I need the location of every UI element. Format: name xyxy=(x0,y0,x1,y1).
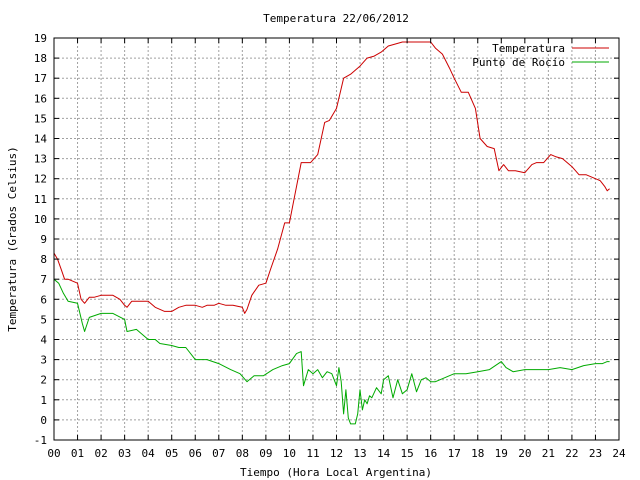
y-tick-label: 13 xyxy=(34,153,47,166)
x-tick-label: 20 xyxy=(518,447,531,460)
x-tick-label: 01 xyxy=(71,447,84,460)
x-tick-label: 04 xyxy=(142,447,156,460)
x-tick-label: 14 xyxy=(377,447,391,460)
y-tick-label: 14 xyxy=(34,133,48,146)
y-tick-label: 5 xyxy=(40,313,47,326)
y-tick-label: 17 xyxy=(34,72,47,85)
x-tick-label: 02 xyxy=(94,447,107,460)
x-tick-label: 16 xyxy=(424,447,437,460)
legend-label: Punto de Rocío xyxy=(472,56,565,69)
y-tick-label: 1 xyxy=(40,394,47,407)
x-tick-label: 11 xyxy=(306,447,319,460)
y-tick-label: 11 xyxy=(34,193,47,206)
y-tick-label: 3 xyxy=(40,354,47,367)
y-tick-label: -1 xyxy=(34,434,47,447)
y-tick-label: 18 xyxy=(34,52,47,65)
x-tick-label: 03 xyxy=(118,447,131,460)
x-tick-label: 06 xyxy=(189,447,202,460)
x-tick-label: 19 xyxy=(495,447,508,460)
x-tick-label: 18 xyxy=(471,447,484,460)
series-line-temperatura xyxy=(53,41,610,314)
grid xyxy=(54,38,619,440)
y-tick-label: 2 xyxy=(40,374,47,387)
axis-ticks: 00 01 02 03 04 05 06 07 08 09 10 11 12 13 14 15 16 17 18 19… xyxy=(34,32,626,460)
y-tick-label: 15 xyxy=(34,112,47,125)
x-tick-label: 05 xyxy=(165,447,178,460)
x-tick-label: 24 xyxy=(612,447,626,460)
x-tick-label: 15 xyxy=(401,447,414,460)
x-tick-label: 22 xyxy=(565,447,578,460)
x-tick-label: 23 xyxy=(589,447,602,460)
y-tick-label: 8 xyxy=(40,253,47,266)
x-tick-label: 00 xyxy=(47,447,60,460)
x-tick-label: 12 xyxy=(330,447,343,460)
x-tick-label: 21 xyxy=(542,447,555,460)
legend-label: Temperatura xyxy=(492,42,565,55)
x-tick-label: 10 xyxy=(283,447,296,460)
x-tick-label: 07 xyxy=(212,447,225,460)
y-tick-label: 19 xyxy=(34,32,47,45)
x-tick-label: 09 xyxy=(259,447,272,460)
series-lines xyxy=(53,41,610,425)
chart-title: Temperatura 22/06/2012 xyxy=(263,12,409,25)
x-tick-label: 17 xyxy=(448,447,461,460)
x-tick-label: 13 xyxy=(353,447,366,460)
x-axis-label: Tiempo (Hora Local Argentina) xyxy=(240,466,432,479)
y-tick-label: 6 xyxy=(40,293,47,306)
y-tick-label: 7 xyxy=(40,273,47,286)
y-tick-label: 4 xyxy=(40,334,47,347)
y-tick-label: 10 xyxy=(34,213,47,226)
y-axis-label: Temperatura (Grados Celsius) xyxy=(6,146,19,331)
x-tick-label: 08 xyxy=(236,447,249,460)
y-tick-label: 16 xyxy=(34,92,47,105)
y-tick-label: 0 xyxy=(40,414,47,427)
y-tick-label: 12 xyxy=(34,173,47,186)
series-line-punto-de-rocio xyxy=(53,278,610,425)
y-tick-label: 9 xyxy=(40,233,47,246)
